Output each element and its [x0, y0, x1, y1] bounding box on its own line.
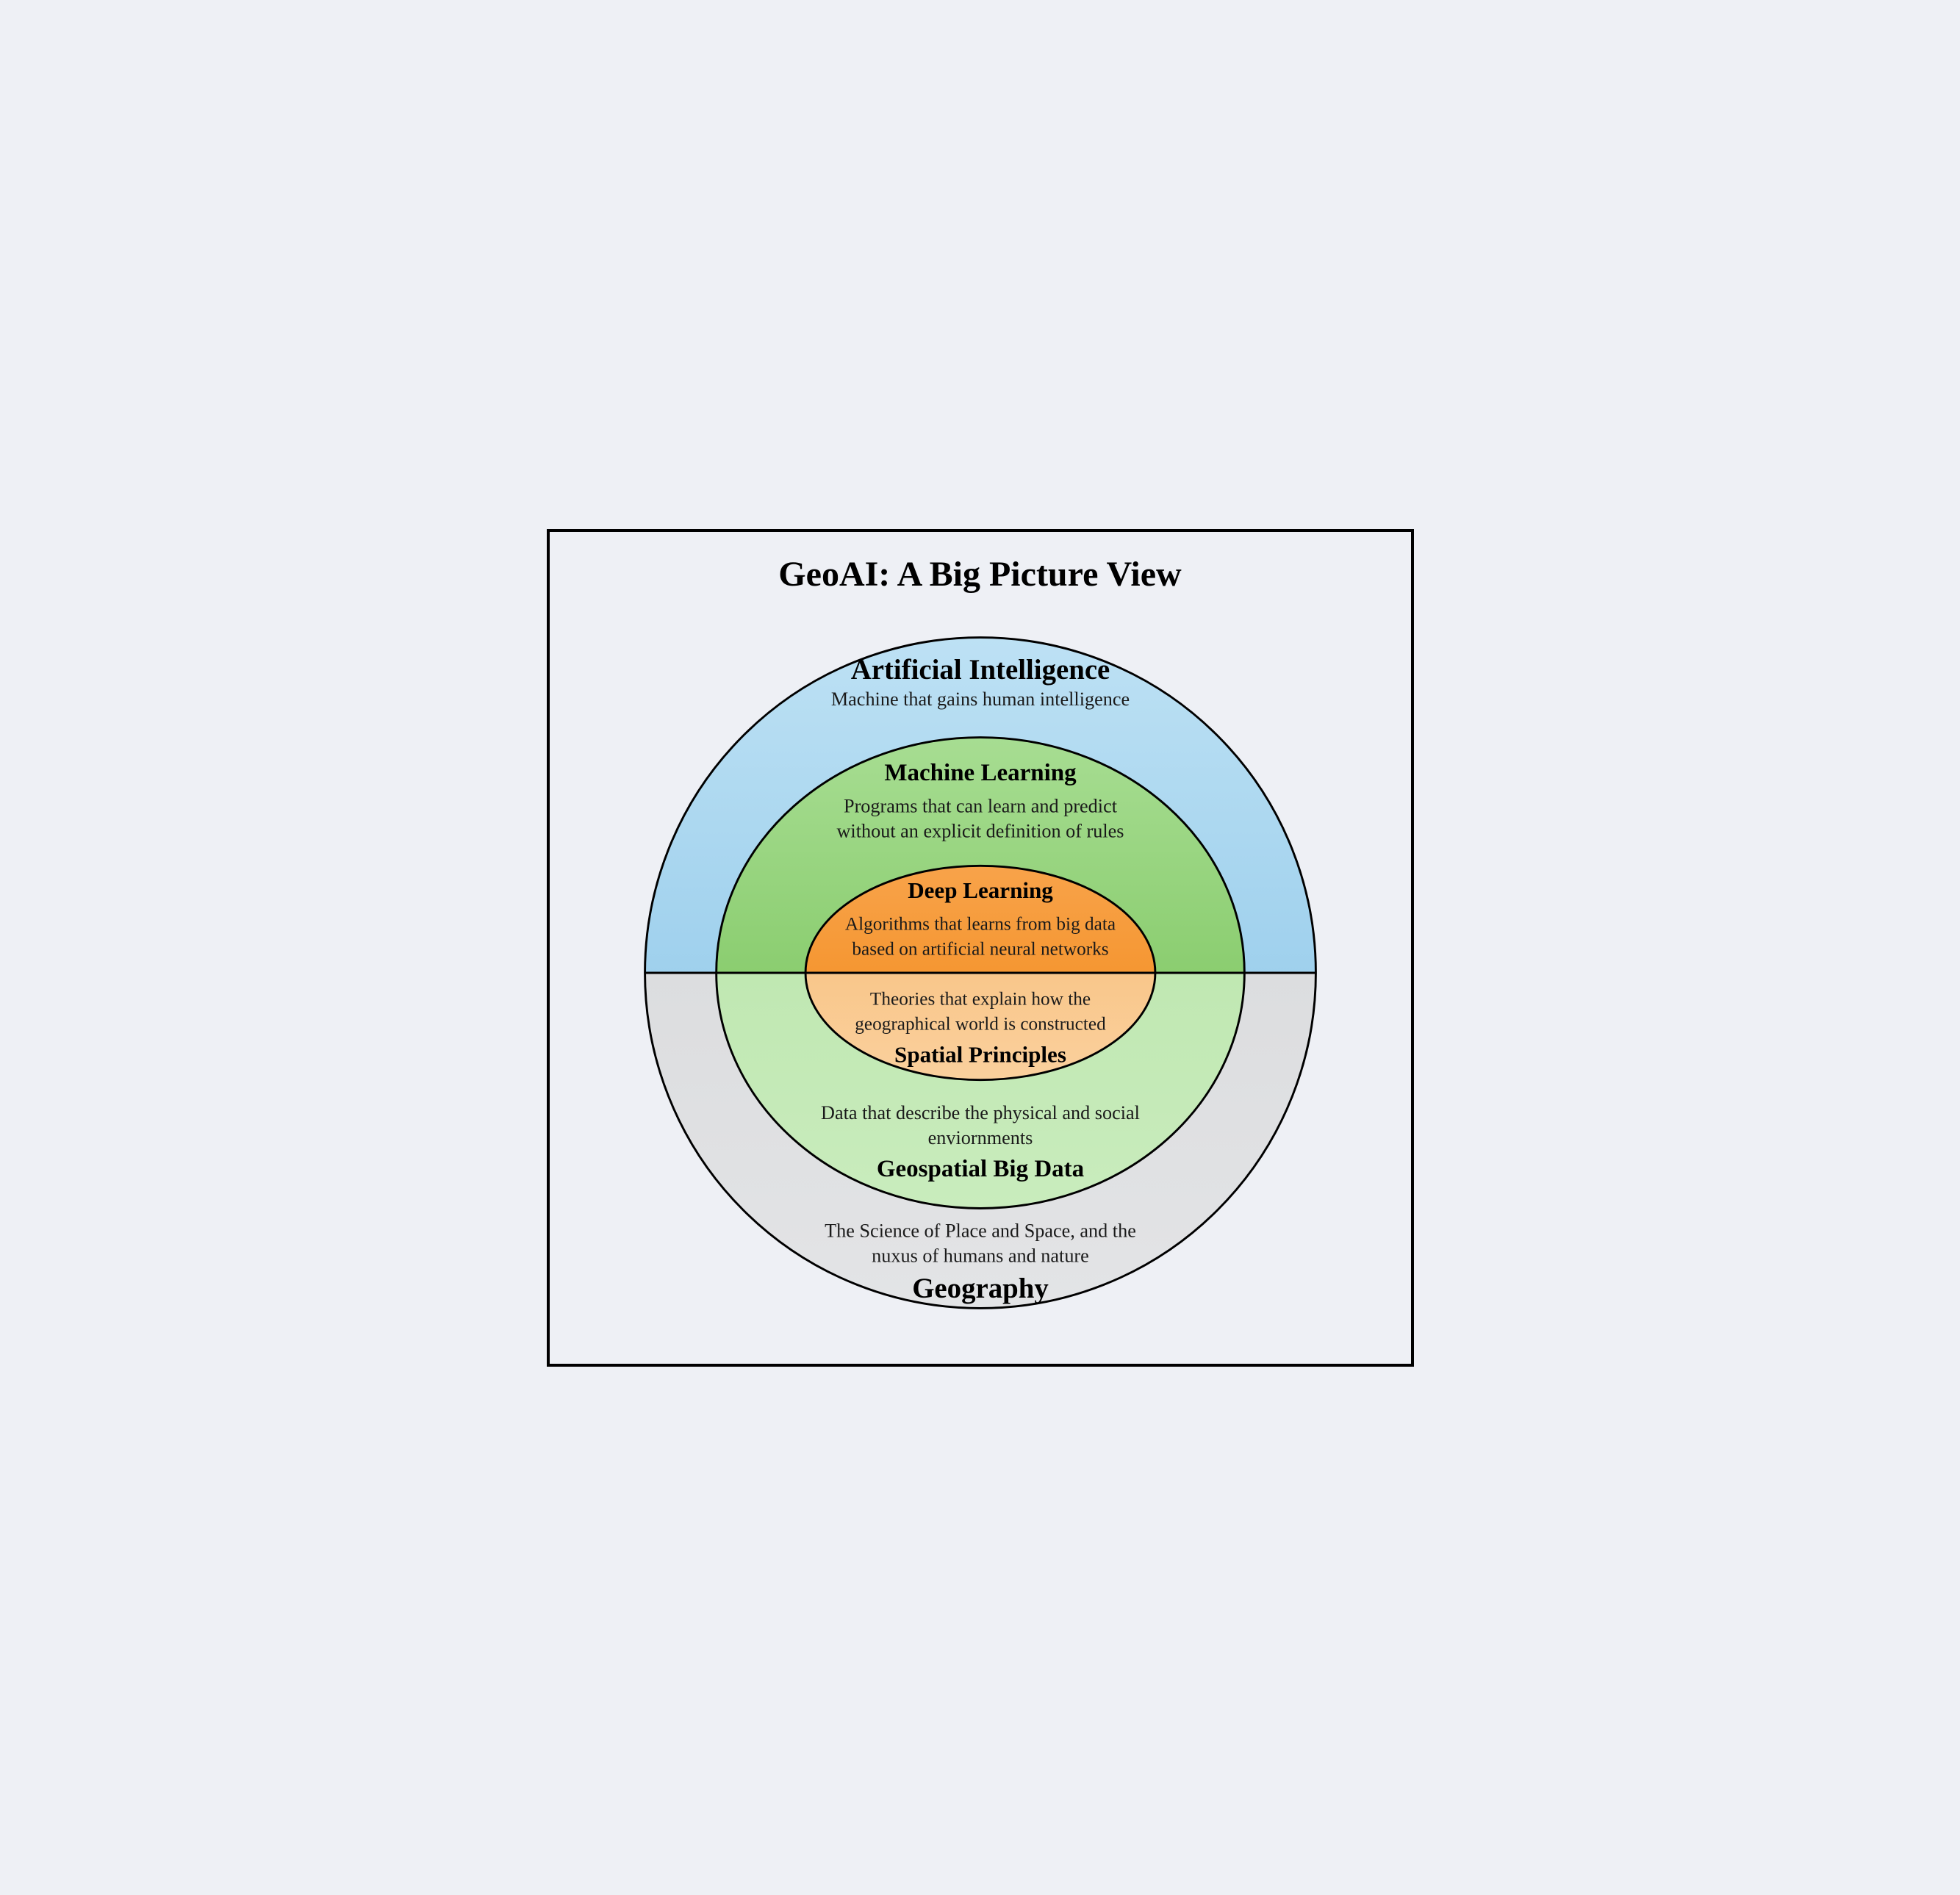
sp-desc1: Theories that explain how the: [869, 988, 1090, 1009]
geo-title: Geography: [912, 1272, 1049, 1304]
concentric-diagram: Artificial Intelligence Machine that gai…: [598, 602, 1363, 1344]
dl-desc1: Algorithms that learns from big data: [844, 913, 1115, 934]
gbd-title: Geospatial Big Data: [876, 1155, 1083, 1182]
diagram-container: GeoAI: A Big Picture View: [547, 529, 1414, 1367]
dl-desc2: based on artificial neural networks: [852, 938, 1108, 959]
ml-desc1: Programs that can learn and predict: [843, 795, 1117, 816]
geo-desc1: The Science of Place and Space, and the: [825, 1220, 1136, 1241]
main-title: GeoAI: A Big Picture View: [550, 554, 1411, 594]
ai-desc: Machine that gains human intelligence: [830, 688, 1129, 709]
dl-title: Deep Learning: [908, 877, 1053, 903]
ml-desc2: without an explicit definition of rules: [836, 820, 1124, 841]
ai-title: Artificial Intelligence: [850, 653, 1110, 685]
sp-desc2: geographical world is constructed: [855, 1013, 1106, 1034]
ml-title: Machine Learning: [884, 759, 1077, 785]
gbd-desc2: enviornments: [927, 1127, 1033, 1148]
geo-desc2: nuxus of humans and nature: [872, 1245, 1089, 1266]
gbd-desc1: Data that describe the physical and soci…: [821, 1102, 1140, 1123]
sp-title: Spatial Principles: [894, 1041, 1066, 1067]
